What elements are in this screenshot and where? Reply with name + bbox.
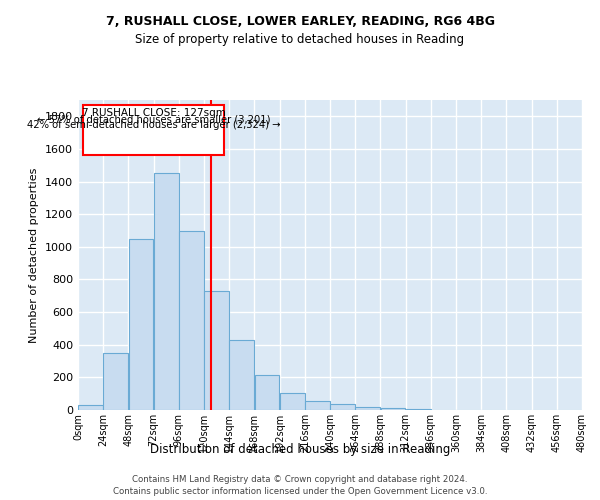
Bar <box>78 405 103 410</box>
Text: 42% of semi-detached houses are larger (2,324) →: 42% of semi-detached houses are larger (… <box>27 120 280 130</box>
Text: Contains HM Land Registry data © Crown copyright and database right 2024.: Contains HM Land Registry data © Crown c… <box>132 475 468 484</box>
Bar <box>103 353 128 410</box>
Bar <box>280 393 305 410</box>
Bar <box>305 401 330 410</box>
Bar <box>254 375 280 410</box>
Y-axis label: Number of detached properties: Number of detached properties <box>29 168 40 342</box>
Text: Size of property relative to detached houses in Reading: Size of property relative to detached ho… <box>136 32 464 46</box>
Bar <box>229 340 254 410</box>
Bar <box>83 105 224 154</box>
Text: ← 57% of detached houses are smaller (3,201): ← 57% of detached houses are smaller (3,… <box>37 114 271 124</box>
Bar <box>380 408 406 410</box>
Bar <box>355 406 380 410</box>
Text: 7, RUSHALL CLOSE, LOWER EARLEY, READING, RG6 4BG: 7, RUSHALL CLOSE, LOWER EARLEY, READING,… <box>106 15 494 28</box>
Bar <box>128 238 154 410</box>
Bar <box>406 409 431 410</box>
Text: Contains public sector information licensed under the Open Government Licence v3: Contains public sector information licen… <box>113 488 487 496</box>
Text: 7 RUSHALL CLOSE: 127sqm: 7 RUSHALL CLOSE: 127sqm <box>82 108 226 118</box>
Bar <box>179 230 204 410</box>
Bar <box>154 174 179 410</box>
Text: Distribution of detached houses by size in Reading: Distribution of detached houses by size … <box>150 442 450 456</box>
Bar <box>204 291 229 410</box>
Bar <box>330 404 355 410</box>
